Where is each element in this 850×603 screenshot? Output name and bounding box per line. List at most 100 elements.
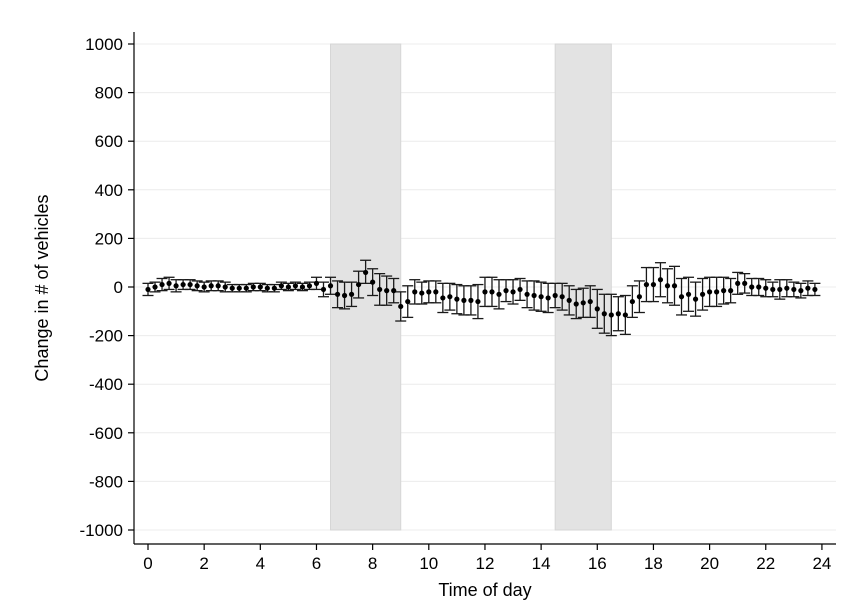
data-point (496, 291, 502, 297)
y-tick-labels: -1000 -800 -600 -400 -200 0 200 400 600 800 1000 (80, 35, 123, 540)
shaded-regions (330, 43, 612, 531)
data-point (594, 306, 600, 312)
data-point (531, 292, 537, 299)
y-tick-label: -1000 (80, 521, 123, 540)
data-point (173, 283, 179, 289)
data-point (482, 289, 488, 295)
data-point (320, 286, 327, 293)
x-tick-label: 4 (256, 554, 265, 573)
data-point (573, 301, 579, 307)
data-point (601, 311, 607, 317)
data-point (454, 296, 460, 302)
data-point (278, 283, 284, 289)
data-point (650, 281, 657, 288)
data-point (714, 289, 720, 295)
y-tick-label: 1000 (85, 35, 123, 54)
data-point (306, 283, 313, 289)
data-point (749, 284, 755, 290)
data-point (461, 297, 467, 303)
data-point (405, 298, 411, 305)
data-point (201, 284, 207, 290)
data-point (728, 288, 734, 294)
data-point (692, 296, 699, 302)
data-point (250, 284, 256, 290)
data-point (313, 280, 320, 286)
shaded-region (554, 43, 612, 531)
y-tick-label: -400 (89, 375, 123, 394)
y-tick-label: -200 (89, 327, 123, 346)
data-point (334, 291, 341, 297)
data-point (580, 300, 586, 306)
y-tick-label: -600 (89, 424, 123, 443)
x-tick-label: 8 (368, 554, 377, 573)
data-point (264, 285, 270, 291)
data-point (798, 288, 804, 294)
data-point (229, 285, 235, 291)
data-point (159, 281, 165, 288)
x-axis-title: Time of day (438, 580, 531, 600)
data-point (391, 288, 397, 294)
data-point (503, 288, 509, 294)
x-tick-label: 14 (532, 554, 551, 573)
data-point (735, 280, 741, 286)
data-point (510, 289, 516, 295)
data-point (271, 285, 277, 291)
y-tick-label: 0 (114, 278, 123, 297)
data-point (685, 291, 692, 297)
x-tick-label: 16 (588, 554, 607, 573)
x-tick-label: 2 (199, 554, 208, 573)
data-point (187, 281, 193, 288)
data-point (545, 295, 551, 301)
data-point (721, 288, 727, 294)
x-tick-label: 12 (475, 554, 494, 573)
data-point (215, 283, 221, 289)
data-point (145, 286, 151, 293)
data-point (552, 292, 558, 299)
data-point (356, 281, 362, 288)
x-tick-label: 24 (812, 554, 831, 573)
data-point (348, 291, 355, 297)
data-point (671, 283, 678, 289)
data-point (707, 289, 713, 295)
data-point (763, 285, 769, 291)
data-point (433, 289, 439, 295)
shaded-region (330, 43, 402, 531)
data-point (517, 286, 523, 293)
data-point (377, 286, 383, 293)
data-point (608, 312, 614, 318)
error-bars (142, 259, 821, 337)
y-axis-title: Change in # of vehicles (32, 194, 52, 381)
data-point (812, 286, 818, 293)
data-point (615, 311, 621, 317)
data-point (236, 285, 242, 291)
data-point (678, 294, 685, 300)
data-point (426, 289, 432, 295)
x-tick-labels: 0 2 4 6 8 10 12 14 16 18 20 22 24 (143, 554, 831, 573)
data-point (475, 298, 481, 305)
data-point (756, 284, 762, 290)
data-point (363, 269, 369, 276)
data-point (566, 297, 572, 303)
y-tick-label: -800 (89, 472, 123, 491)
data-point (629, 298, 635, 305)
data-point (208, 283, 214, 289)
x-tick-label: 18 (644, 554, 663, 573)
data-point (791, 286, 797, 293)
data-point (194, 283, 200, 289)
x-tick-label: 0 (143, 554, 152, 573)
data-point (636, 294, 643, 300)
data-point (398, 303, 404, 310)
data-point (664, 283, 671, 289)
data-point (657, 277, 664, 283)
axes (128, 32, 836, 550)
data-point (384, 288, 390, 294)
data-point (489, 289, 495, 295)
data-point (327, 283, 334, 289)
data-point (152, 284, 158, 290)
data-point (257, 284, 263, 290)
data-point (468, 297, 474, 303)
data-point (166, 280, 172, 286)
data-point (412, 289, 418, 295)
data-point (524, 291, 530, 297)
